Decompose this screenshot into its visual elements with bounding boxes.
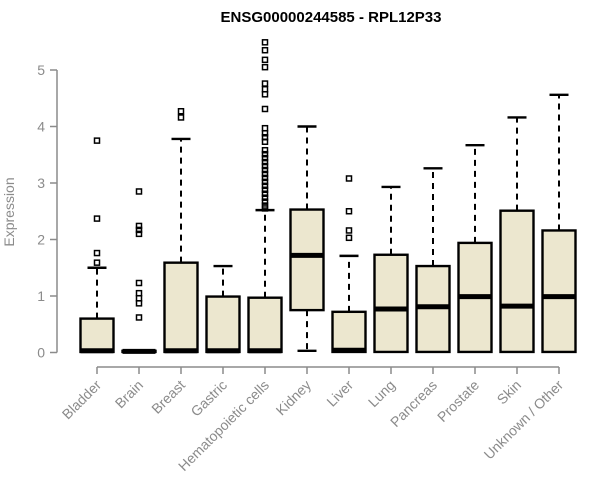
outlier-point	[261, 166, 269, 174]
outlier-point	[261, 85, 269, 93]
outlier-point	[261, 133, 269, 141]
box	[163, 261, 199, 354]
y-tick-label: 5	[37, 62, 45, 78]
outlier-point	[261, 162, 269, 170]
outlier-point	[345, 175, 353, 182]
outlier-point	[177, 107, 185, 115]
outlier-point	[135, 300, 143, 307]
y-tick-label: 3	[37, 175, 45, 191]
outlier-point	[93, 215, 101, 222]
outlier-point	[135, 222, 143, 230]
y-tick-label: 2	[37, 232, 45, 248]
outlier-point	[261, 194, 269, 201]
outlier-point	[261, 182, 269, 190]
x-category-label: Lung	[365, 377, 398, 410]
x-category-label: Kidney	[273, 377, 315, 419]
outlier-point	[261, 190, 269, 197]
box	[247, 296, 283, 354]
outlier-point	[261, 186, 269, 194]
outlier-point	[135, 188, 143, 195]
box	[373, 253, 409, 354]
outlier-point	[93, 249, 101, 257]
boxplot-kidney	[289, 125, 325, 353]
box	[79, 317, 115, 354]
outlier-point	[135, 226, 143, 234]
outlier-point	[261, 178, 269, 186]
outlier-point	[135, 279, 143, 287]
x-category-label: Liver	[323, 377, 356, 410]
x-category-label: Pancreas	[387, 377, 440, 430]
boxplot-gastric	[205, 264, 241, 354]
boxplot-pancreas	[415, 167, 451, 354]
outlier-point	[135, 230, 143, 238]
boxplot-liver	[331, 175, 367, 354]
x-category-label: Prostate	[434, 377, 482, 425]
boxplot-lung	[373, 185, 409, 354]
boxes-layer	[79, 39, 577, 354]
outlier-point	[261, 130, 269, 137]
outlier-point	[261, 105, 269, 113]
outlier-point	[261, 202, 269, 209]
y-tick-label: 1	[37, 288, 45, 304]
outlier-point	[261, 56, 269, 64]
box	[331, 310, 367, 354]
box	[205, 295, 241, 354]
outlier-point	[261, 174, 269, 182]
outlier-point	[135, 289, 143, 297]
x-category-label: Brain	[112, 377, 146, 411]
outlier-point	[93, 259, 101, 266]
y-tick-label: 4	[37, 119, 45, 135]
outlier-point	[93, 137, 101, 144]
x-category-label: Bladder	[59, 377, 105, 423]
outlier-point	[135, 314, 143, 321]
box	[541, 229, 577, 354]
y-axis-title: Expression	[1, 177, 17, 246]
x-category-label: Unknown / Other	[481, 377, 567, 463]
outlier-point	[345, 234, 353, 242]
outlier-point	[345, 208, 353, 215]
boxplot-bladder	[79, 137, 115, 354]
outlier-point	[261, 46, 269, 54]
y-tick-label: 0	[37, 345, 45, 361]
outlier-point	[261, 154, 269, 162]
boxplot-breast	[163, 107, 199, 354]
box	[499, 209, 535, 354]
boxplot-prostate	[457, 143, 493, 354]
boxplot-skin	[499, 116, 535, 354]
outlier-point	[177, 114, 185, 121]
x-category-label: Skin	[494, 377, 525, 408]
box	[289, 208, 325, 312]
x-category-label: Breast	[148, 377, 188, 417]
boxplot-unknown-other	[541, 93, 577, 354]
outlier-point	[261, 158, 269, 166]
boxplot-hematopoietic-cells	[247, 39, 283, 354]
outlier-point	[261, 39, 269, 46]
outlier-point	[345, 227, 353, 234]
outlier-point	[261, 198, 269, 205]
outlier-point	[261, 63, 269, 71]
outlier-point	[261, 124, 269, 132]
outlier-point	[261, 91, 269, 98]
chart-title: ENSG00000244585 - RPL12P33	[221, 9, 442, 26]
boxplot-brain	[121, 188, 157, 354]
outlier-point	[261, 146, 269, 154]
outlier-point	[261, 80, 269, 87]
outlier-point	[261, 170, 269, 178]
outlier-point	[261, 150, 269, 158]
outlier-point	[135, 295, 143, 302]
